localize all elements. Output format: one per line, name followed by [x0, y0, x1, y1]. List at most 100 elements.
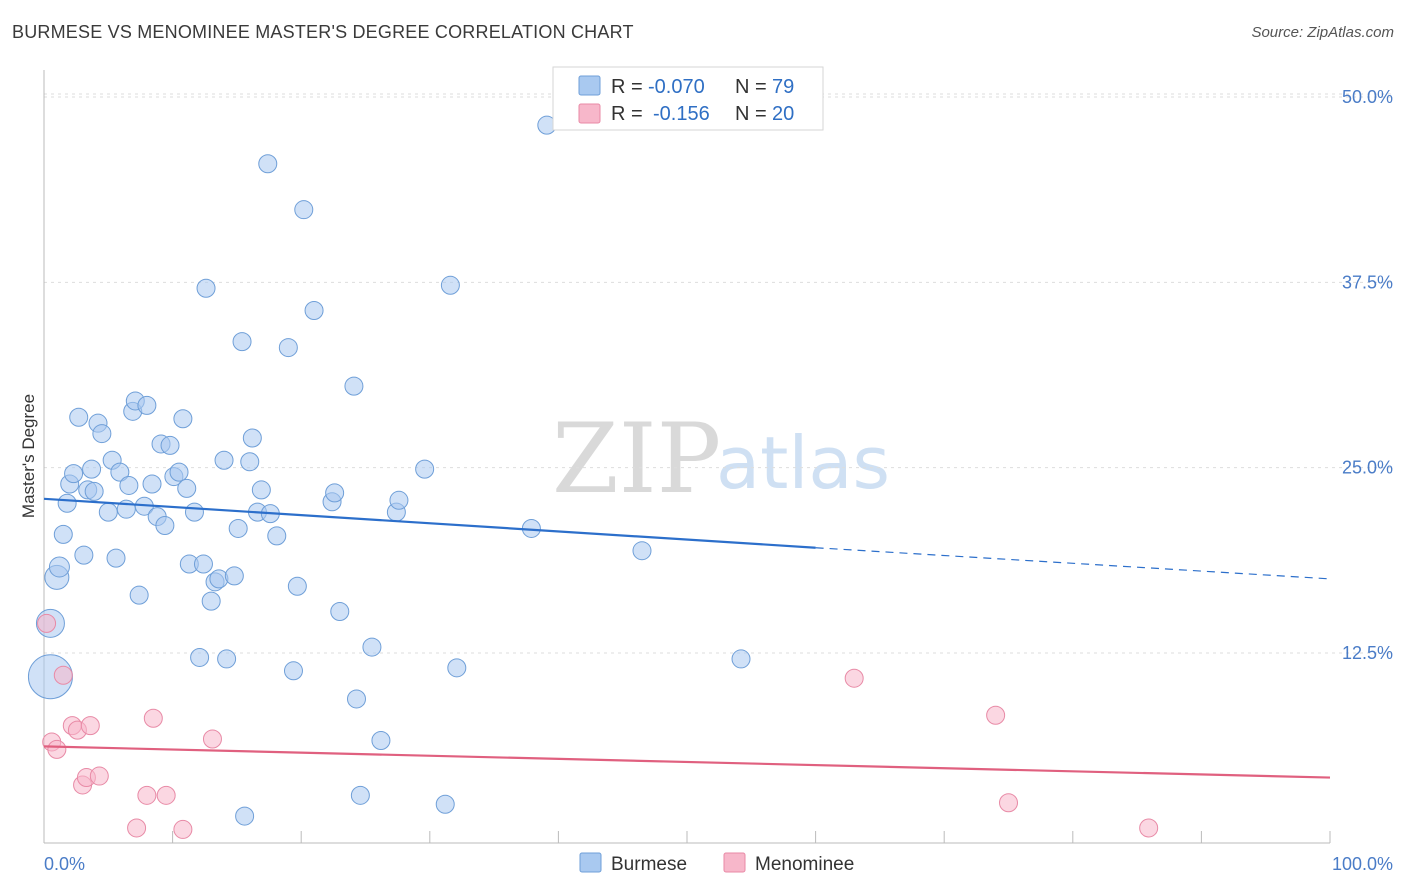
burmese-point-37 [190, 647, 210, 667]
watermark-atlas: atlas [716, 421, 890, 505]
burmese-point-66 [350, 785, 370, 805]
burmese-point-49 [240, 452, 260, 472]
burmese-point-7 [64, 464, 84, 484]
burmese-point-8 [69, 407, 89, 427]
burmese-point-52 [251, 480, 271, 500]
series-menominee [37, 613, 1331, 839]
bottom-legend-label-burmese: Burmese [611, 854, 687, 875]
burmese-point-62 [325, 483, 345, 503]
menominee-point-16 [844, 668, 864, 688]
watermark: ZIP atlas [552, 403, 890, 515]
legend: R = -0.070 N = 79 R = -0.156 N = 20 [552, 66, 824, 131]
menominee-point-2 [47, 739, 67, 759]
y-axis-label: Master's Degree [19, 394, 38, 518]
burmese-point-64 [344, 376, 364, 396]
burmese-point-50 [242, 428, 262, 448]
series-layer [27, 115, 1331, 839]
burmese-point-68 [371, 730, 391, 750]
watermark-zip: ZIP [552, 403, 721, 515]
burmese-point-46 [228, 518, 248, 538]
burmese-point-77 [632, 541, 652, 561]
burmese-point-72 [435, 794, 455, 814]
axes [43, 70, 1331, 844]
menominee-point-12 [143, 708, 163, 728]
burmese-point-26 [142, 474, 162, 494]
menominee-point-18 [999, 793, 1018, 813]
menominee-point-3 [53, 665, 73, 685]
bottom-legend-swatch-burmese [579, 852, 602, 873]
bottom-legend-swatch-menominee [723, 852, 746, 873]
burmese-point-74 [447, 658, 467, 678]
burmese-point-71 [415, 459, 435, 479]
burmese-point-59 [294, 200, 314, 220]
gridlines [44, 93, 1392, 654]
burmese-point-29 [155, 515, 175, 535]
burmese-point-65 [346, 689, 366, 709]
burmese-point-4 [53, 524, 73, 544]
burmese-point-30 [160, 435, 180, 455]
legend-swatch-burmese [578, 75, 601, 96]
legend-n-value-burmese: 79 [772, 76, 794, 98]
burmese-point-14 [92, 424, 112, 444]
burmese-point-57 [283, 661, 303, 681]
burmese-trend-extension [815, 547, 1331, 580]
legend-n-value-menominee: 20 [772, 103, 794, 125]
legend-n-label-burmese: N = [735, 76, 767, 98]
bottom-legend-label-menominee: Menominee [755, 854, 854, 875]
burmese-point-12 [84, 481, 104, 501]
burmese-point-55 [267, 526, 287, 546]
chart-title: BURMESE VS MENOMINEE MASTER'S DEGREE COR… [12, 22, 634, 42]
burmese-point-60 [304, 301, 324, 321]
menominee-trend-line [43, 745, 1331, 779]
x-tick-label-max: 100.0% [1332, 854, 1393, 874]
burmese-point-56 [278, 338, 298, 358]
burmese-point-58 [287, 576, 307, 596]
burmese-point-38 [193, 554, 213, 574]
menominee-point-15 [202, 729, 222, 749]
burmese-point-45 [224, 566, 244, 586]
burmese-point-11 [82, 459, 102, 479]
legend-r-label-burmese: R = [611, 76, 643, 98]
burmese-point-25 [137, 395, 157, 415]
burmese-point-15 [98, 502, 118, 522]
legend-r-value-burmese: -0.070 [648, 76, 705, 98]
legend-r-value-menominee: -0.156 [653, 103, 710, 125]
y-tick-labels: 12.5% 25.0% 37.5% 50.0% [1342, 87, 1393, 663]
burmese-point-47 [232, 332, 252, 352]
legend-n-label-menominee: N = [735, 103, 767, 125]
x-tick-label-min: 0.0% [44, 854, 85, 874]
burmese-point-63 [330, 601, 350, 621]
burmese-point-48 [235, 806, 255, 826]
burmese-point-3 [48, 556, 70, 578]
source-label: Source: ZipAtlas.com [1251, 24, 1394, 41]
burmese-point-70 [389, 490, 409, 510]
y-tick-label-2: 37.5% [1342, 272, 1393, 292]
burmese-point-40 [201, 591, 221, 611]
menominee-point-9 [89, 766, 109, 786]
burmese-trend-line [43, 497, 816, 549]
burmese-point-34 [177, 478, 197, 498]
menominee-point-0 [37, 613, 57, 633]
menominee-point-11 [137, 785, 157, 805]
burmese-point-17 [106, 548, 126, 568]
menominee-point-10 [127, 818, 147, 838]
burmese-point-39 [196, 278, 216, 298]
y-tick-label-0: 12.5% [1342, 643, 1393, 663]
burmese-point-23 [129, 585, 149, 605]
burmese-point-78 [731, 649, 751, 669]
burmese-point-32 [169, 462, 189, 482]
menominee-point-17 [986, 705, 1006, 725]
menominee-point-19 [1139, 818, 1159, 838]
x-tick-labels: 0.0% 100.0% [44, 854, 1393, 874]
legend-r-label-menominee: R = [611, 103, 643, 125]
burmese-point-5 [57, 493, 77, 513]
legend-swatch-menominee [578, 103, 601, 124]
y-tick-label-1: 25.0% [1342, 458, 1393, 478]
y-tick-label-3: 50.0% [1342, 87, 1393, 107]
burmese-point-20 [119, 475, 139, 495]
burmese-point-42 [209, 569, 229, 589]
burmese-point-9 [74, 545, 94, 565]
menominee-point-14 [173, 819, 193, 839]
menominee-point-13 [156, 785, 176, 805]
